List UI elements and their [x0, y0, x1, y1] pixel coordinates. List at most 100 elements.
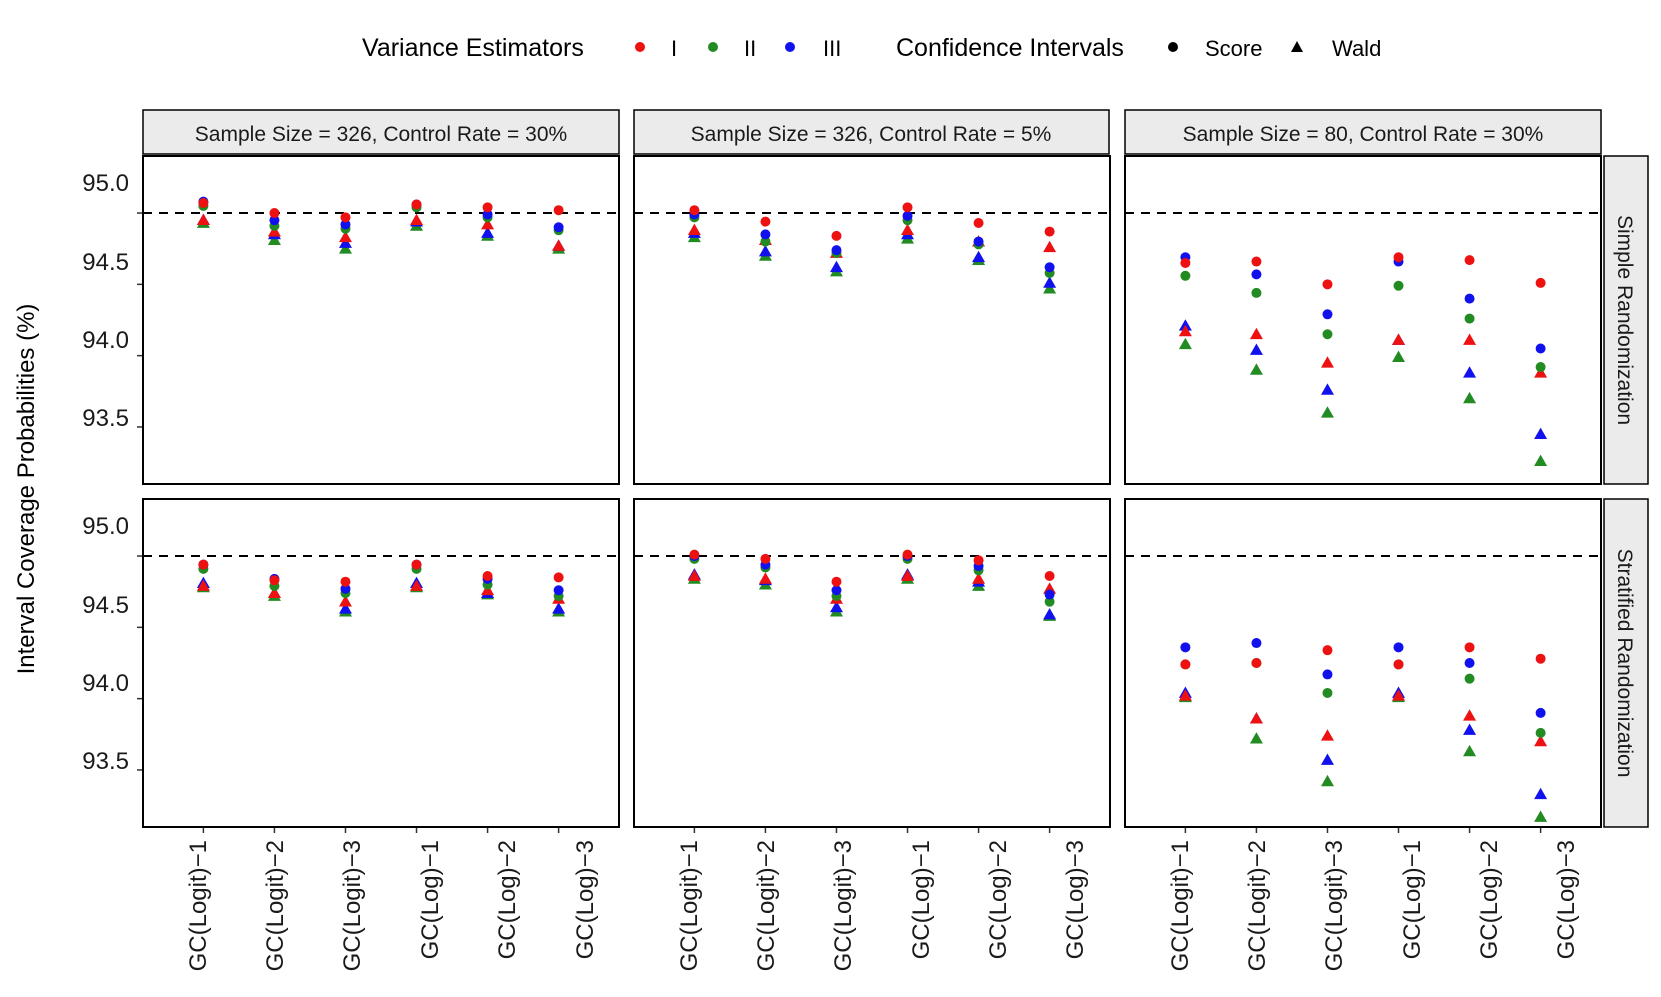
panel-background	[634, 156, 1110, 484]
x-tick-label: GC(Log)−2	[1476, 840, 1503, 959]
point-score-iii	[1044, 262, 1055, 273]
point-wald-i	[1320, 356, 1334, 368]
point-score-iii	[1535, 343, 1546, 354]
point-wald-iii	[972, 250, 986, 263]
point-score-iii	[1180, 642, 1191, 653]
x-tick-label: GC(Logit)−2	[262, 840, 289, 971]
point-score-ii	[1535, 362, 1546, 373]
point-wald-ii	[1463, 391, 1477, 404]
panel-border	[1124, 155, 1602, 485]
point-wald-iii	[1463, 366, 1477, 378]
col-strip-2: Sample Size = 326, Control Rate = 5%	[691, 123, 1052, 146]
col-strip-3: Sample Size = 80, Control Rate = 30%	[1183, 123, 1544, 146]
y-tick-label: 95.0	[82, 513, 129, 540]
row-strip-2: Stratified Randomization	[1613, 549, 1636, 778]
point-wald-i	[196, 213, 210, 226]
x-tick-label: GC(Logit)−2	[1244, 840, 1271, 971]
point-score-i	[269, 575, 280, 586]
point-wald-i	[1463, 709, 1477, 721]
point-score-i	[553, 572, 564, 583]
point-wald-iii	[1320, 753, 1334, 765]
point-score-iii	[1322, 669, 1333, 680]
x-tick-label: GC(Log)−2	[494, 840, 521, 959]
legend-variance-ii-swatch	[708, 42, 718, 52]
point-score-iii	[553, 222, 564, 233]
point-score-i	[1044, 571, 1055, 582]
point-wald-ii	[1392, 350, 1406, 362]
x-tick-labels-col-3: GC(Logit)−1 GC(Logit)−2 GC(Logit)−3 GC(L…	[1167, 840, 1580, 971]
y-tick-label: 93.5	[82, 748, 129, 775]
point-wald-i	[687, 223, 701, 236]
panel-r2-c1	[137, 498, 620, 833]
panel-background	[1125, 156, 1601, 484]
point-score-iii	[1044, 589, 1055, 600]
point-score-i	[689, 549, 700, 560]
y-tick-label: 93.5	[82, 405, 129, 432]
point-wald-i	[481, 217, 495, 230]
point-score-ii	[1251, 287, 1262, 298]
panel-r1-c3	[1124, 155, 1602, 485]
point-score-i	[340, 212, 351, 223]
point-wald-i	[552, 239, 566, 251]
x-tick-label: GC(Log)−2	[985, 840, 1012, 959]
point-score-i	[1535, 653, 1546, 664]
col-strip-1: Sample Size = 326, Control Rate = 30%	[195, 123, 567, 146]
point-score-iii	[831, 585, 842, 596]
point-wald-iii	[829, 260, 843, 273]
point-score-iii	[1251, 269, 1262, 280]
point-wald-iii	[758, 245, 772, 257]
point-wald-ii	[1534, 454, 1548, 467]
point-wald-ii	[1249, 732, 1263, 744]
point-wald-i	[1249, 327, 1263, 340]
point-wald-ii	[1043, 282, 1057, 294]
point-score-ii	[1393, 280, 1404, 291]
panel-r2-c2	[633, 498, 1111, 833]
point-wald-iii	[1320, 383, 1334, 395]
point-score-i	[1322, 279, 1333, 290]
point-wald-i	[338, 230, 352, 243]
point-score-i	[831, 576, 842, 587]
point-wald-iii	[1043, 276, 1057, 288]
panel-border	[633, 498, 1111, 828]
legend-ci-wald-label: Wald	[1332, 36, 1381, 61]
point-score-ii	[1322, 329, 1333, 340]
panel-r1-c1	[137, 155, 620, 485]
y-tick-label: 95.0	[82, 170, 129, 197]
point-score-ii	[1464, 673, 1475, 684]
point-score-iii	[553, 585, 564, 596]
point-wald-i	[267, 586, 281, 598]
point-wald-i	[1178, 324, 1192, 337]
point-wald-ii	[1320, 406, 1334, 418]
point-score-iii	[1535, 707, 1546, 718]
panel-background	[634, 499, 1110, 827]
point-score-iii	[831, 245, 842, 256]
point-score-iii	[760, 229, 771, 240]
panel-background	[1125, 499, 1601, 827]
y-tick-labels-bottom: 95.0 94.5 94.0 93.5	[82, 513, 129, 775]
legend-variance-iii-label: III	[823, 36, 841, 61]
legend-variance-title: Variance Estimators	[362, 34, 584, 62]
legend-ci-title: Confidence Intervals	[896, 34, 1124, 62]
x-tick-label: GC(Log)−1	[1399, 840, 1426, 959]
panel-border	[1124, 498, 1602, 828]
point-wald-iii	[338, 602, 352, 614]
point-score-ii	[1464, 313, 1475, 324]
panels	[137, 155, 1602, 833]
point-wald-iii	[481, 226, 495, 238]
point-wald-ii	[267, 233, 281, 246]
point-wald-iii	[1043, 608, 1057, 620]
x-tick-label: GC(Logit)−1	[676, 840, 703, 971]
point-score-i	[1393, 659, 1404, 670]
point-score-i	[1251, 658, 1262, 668]
point-wald-i	[410, 579, 424, 591]
panel-background	[143, 156, 619, 484]
x-tick-label: GC(Logit)−2	[753, 840, 780, 971]
point-score-iii	[1393, 642, 1404, 653]
panel-background	[143, 499, 619, 827]
point-wald-iii	[829, 600, 843, 613]
point-score-i	[1251, 256, 1262, 267]
point-wald-i	[1463, 333, 1477, 345]
point-wald-i	[901, 223, 915, 236]
point-score-i	[1322, 645, 1333, 656]
